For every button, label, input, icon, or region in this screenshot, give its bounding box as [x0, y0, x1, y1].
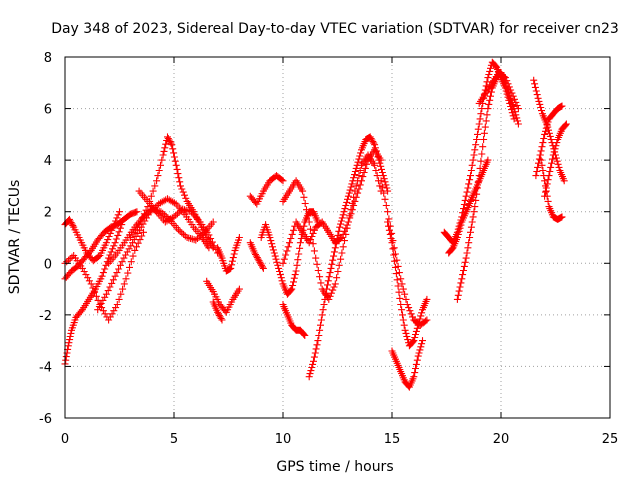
series-arc-21 — [388, 337, 426, 391]
series-arc-14 — [257, 208, 322, 298]
series-arc-25 — [475, 69, 522, 113]
series-arc-23 — [445, 156, 492, 257]
series-arc-16 — [279, 146, 385, 267]
plot-frame — [64, 56, 611, 419]
series-arc-13 — [246, 239, 267, 272]
y-tick-label: 0 — [44, 257, 52, 272]
x-tick-label: 0 — [61, 432, 69, 447]
data-point-markers — [279, 146, 385, 267]
x-tick-label: 15 — [384, 432, 401, 447]
data-point-markers — [257, 208, 322, 298]
series-arc-11 — [209, 298, 226, 324]
series-arc-9 — [203, 277, 243, 316]
series-arc-20 — [384, 218, 431, 350]
data-point-markers — [475, 69, 522, 113]
data-point-markers — [214, 234, 243, 275]
chart-title: Day 348 of 2023, Sidereal Day-to-day VTE… — [51, 21, 619, 37]
data-point-markers — [246, 172, 287, 208]
x-tick-label: 5 — [170, 432, 178, 447]
data-point-markers — [305, 133, 392, 381]
y-axis-title: SDTVAR / TECUs — [7, 180, 23, 295]
x-axis-title: GPS time / hours — [276, 459, 393, 475]
y-tick-label: 8 — [44, 51, 52, 66]
data-point-markers — [388, 337, 426, 391]
y-tick-label: 2 — [44, 206, 52, 221]
y-tick-label: -4 — [39, 360, 52, 375]
y-tick-label: 6 — [44, 103, 52, 118]
series-arc-17 — [279, 301, 309, 339]
series-arc-10 — [214, 234, 243, 275]
series-arc-29 — [541, 120, 570, 200]
data-point-markers — [532, 102, 566, 180]
series-arc-18 — [305, 133, 392, 381]
x-tick-label: 20 — [493, 432, 510, 447]
grid-layer — [65, 57, 610, 418]
data-point-markers — [279, 301, 309, 339]
data-point-markers — [246, 239, 267, 272]
y-tick-label: -2 — [39, 309, 52, 324]
series-arc-27 — [532, 102, 566, 180]
x-tick-label: 10 — [275, 432, 292, 447]
data-point-markers — [203, 277, 243, 316]
data-point-markers — [541, 120, 570, 200]
x-tick-label: 25 — [602, 432, 619, 447]
tick-layer: 0 5 10 15 20 25 -6 -4 -2 0 2 4 6 8 — [39, 51, 618, 447]
series-arc-8 — [135, 187, 222, 257]
data-point-markers — [209, 298, 226, 324]
y-tick-label: 4 — [44, 154, 52, 169]
data-point-markers — [445, 156, 492, 257]
series-arc-12 — [246, 172, 287, 208]
data-point-markers — [135, 187, 222, 257]
data-layer — [61, 58, 570, 391]
data-point-markers — [384, 218, 431, 350]
y-tick-label: -6 — [39, 412, 52, 427]
